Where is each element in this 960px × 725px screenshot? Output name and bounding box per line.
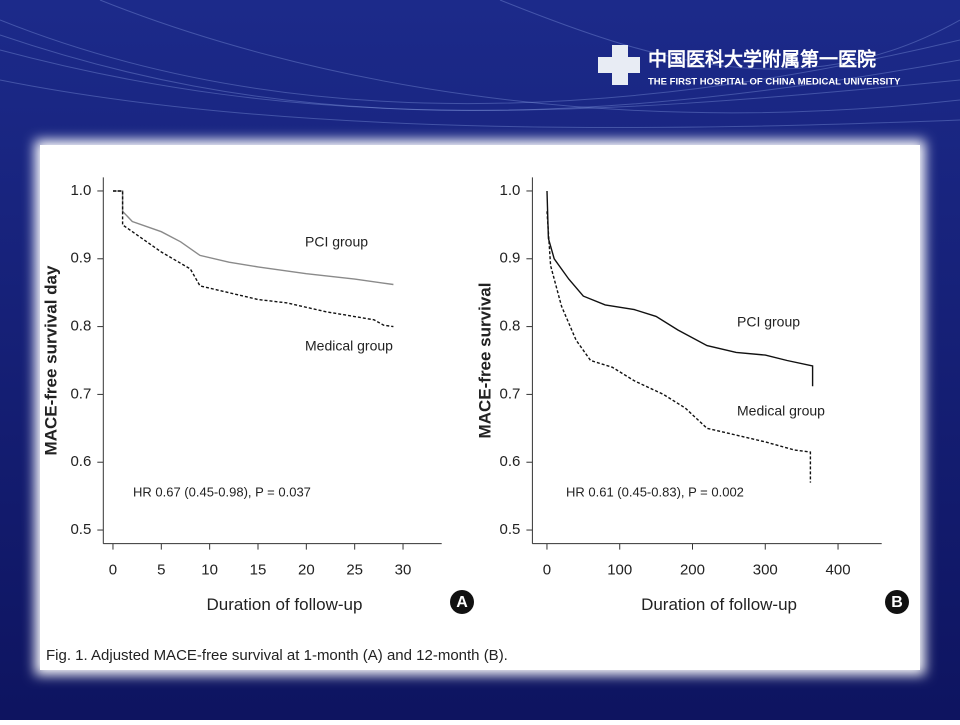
y-tick-label: 0.6: [70, 453, 91, 470]
figure-panel: [40, 145, 920, 670]
wave-decoration: [0, 0, 960, 129]
series-label: PCI group: [305, 234, 368, 250]
panel-badge: [885, 590, 909, 614]
logo-en: THE FIRST HOSPITAL OF CHINA MEDICAL UNIV…: [648, 77, 901, 88]
panel-badge: [450, 590, 474, 614]
y-tick-label: 0.9: [70, 250, 91, 267]
y-tick-label: 0.8: [70, 318, 91, 335]
y-tick-label: 0.7: [500, 385, 521, 402]
y-tick-label: 0.6: [500, 453, 521, 470]
x-tick-label: 100: [607, 562, 632, 579]
y-axis-label: MACE-free survival day: [41, 265, 60, 455]
x-tick-label: 5: [157, 562, 165, 579]
y-tick-label: 0.5: [500, 521, 521, 538]
x-axis-label: Duration of follow-up: [207, 595, 363, 614]
y-tick-label: 0.9: [500, 250, 521, 267]
y-tick-label: 0.7: [70, 385, 91, 402]
survival-curve: [113, 190, 394, 328]
series-label: PCI group: [737, 314, 800, 330]
series-label: Medical group: [737, 403, 825, 419]
y-tick-label: 0.5: [70, 521, 91, 538]
x-tick-label: 30: [395, 562, 412, 579]
x-tick-label: 200: [680, 562, 705, 579]
y-tick-label: 1.0: [70, 182, 91, 199]
x-tick-label: 0: [109, 562, 117, 579]
x-axis-label: Duration of follow-up: [641, 595, 797, 614]
panel-letter: A: [456, 594, 468, 611]
annotation: HR 0.67 (0.45-0.98), P = 0.037: [133, 484, 311, 499]
x-tick-label: 0: [543, 562, 551, 579]
y-tick-label: 1.0: [500, 182, 521, 199]
annotation: HR 0.61 (0.45-0.83), P = 0.002: [566, 484, 744, 499]
x-tick-label: 10: [201, 562, 218, 579]
y-tick-label: 0.8: [500, 318, 521, 335]
series-label: Medical group: [305, 338, 393, 354]
x-tick-label: 400: [826, 562, 851, 579]
logo-cross: [598, 45, 640, 85]
logo: 中国医科大学附属第一医院 THE FIRST HOSPITAL OF CHINA…: [598, 45, 901, 88]
y-axis-label: MACE-free survival: [475, 283, 494, 439]
x-tick-label: 300: [753, 562, 778, 579]
logo-cn: 中国医科大学附属第一医院: [648, 48, 876, 71]
x-tick-label: 15: [250, 562, 267, 579]
caption: Fig. 1. Adjusted MACE-free survival at 1…: [46, 647, 508, 664]
x-tick-label: 25: [346, 562, 363, 579]
panel-letter: B: [891, 594, 903, 611]
x-tick-label: 20: [298, 562, 315, 579]
survival-curve: [546, 190, 814, 387]
